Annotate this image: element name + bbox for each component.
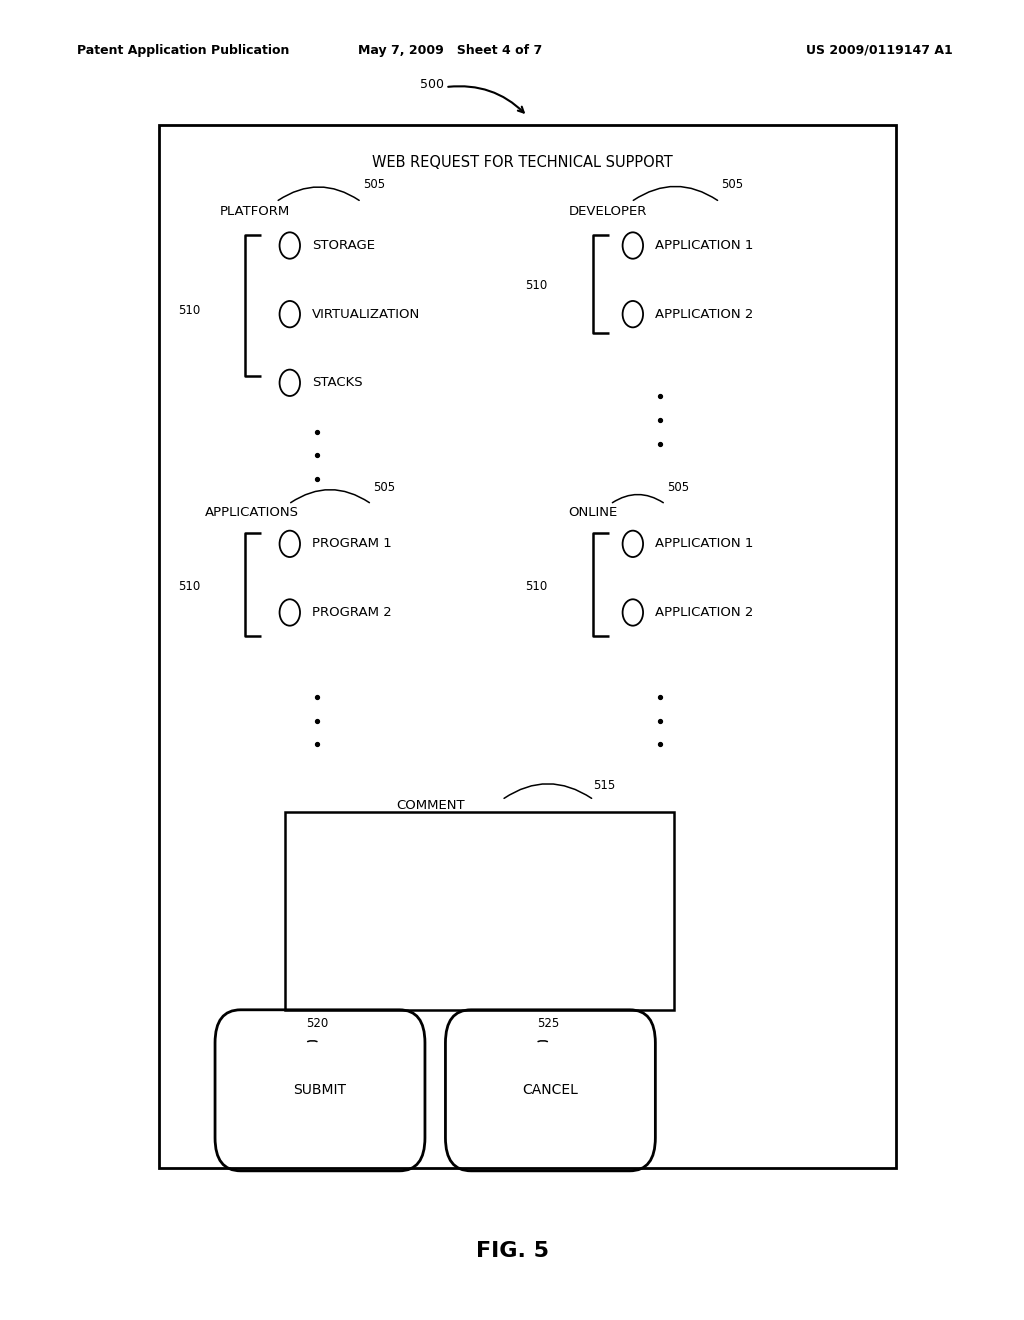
Text: Patent Application Publication: Patent Application Publication — [77, 44, 289, 57]
Text: DEVELOPER: DEVELOPER — [568, 205, 647, 218]
Text: COMMENT: COMMENT — [395, 799, 465, 812]
Text: PROGRAM 1: PROGRAM 1 — [312, 537, 392, 550]
Text: 510: 510 — [525, 279, 548, 292]
Text: 500: 500 — [420, 78, 443, 91]
Text: 505: 505 — [362, 178, 385, 191]
Text: 505: 505 — [721, 178, 743, 191]
Text: APPLICATION 2: APPLICATION 2 — [655, 308, 754, 321]
Text: PLATFORM: PLATFORM — [220, 205, 291, 218]
Text: 505: 505 — [373, 480, 395, 494]
Text: ONLINE: ONLINE — [568, 506, 617, 519]
Text: 505: 505 — [667, 480, 689, 494]
Text: APPLICATION 1: APPLICATION 1 — [655, 239, 754, 252]
Text: PROGRAM 2: PROGRAM 2 — [312, 606, 392, 619]
Text: WEB REQUEST FOR TECHNICAL SUPPORT: WEB REQUEST FOR TECHNICAL SUPPORT — [372, 154, 673, 170]
Bar — [285, 812, 674, 1010]
Text: SUBMIT: SUBMIT — [294, 1084, 346, 1097]
Text: May 7, 2009   Sheet 4 of 7: May 7, 2009 Sheet 4 of 7 — [358, 44, 543, 57]
Text: 520: 520 — [306, 1016, 329, 1030]
Text: VIRTUALIZATION: VIRTUALIZATION — [312, 308, 421, 321]
Text: 510: 510 — [178, 304, 201, 317]
Bar — [159, 125, 896, 1168]
Text: STACKS: STACKS — [312, 376, 362, 389]
Text: APPLICATION 1: APPLICATION 1 — [655, 537, 754, 550]
Text: CANCEL: CANCEL — [522, 1084, 579, 1097]
Text: 525: 525 — [537, 1016, 559, 1030]
Text: US 2009/0119147 A1: US 2009/0119147 A1 — [806, 44, 952, 57]
Text: APPLICATION 2: APPLICATION 2 — [655, 606, 754, 619]
Text: 510: 510 — [525, 579, 548, 593]
Text: 510: 510 — [178, 579, 201, 593]
Text: 515: 515 — [593, 779, 615, 792]
Text: FIG. 5: FIG. 5 — [475, 1241, 549, 1262]
Text: APPLICATIONS: APPLICATIONS — [205, 506, 299, 519]
Text: STORAGE: STORAGE — [312, 239, 376, 252]
